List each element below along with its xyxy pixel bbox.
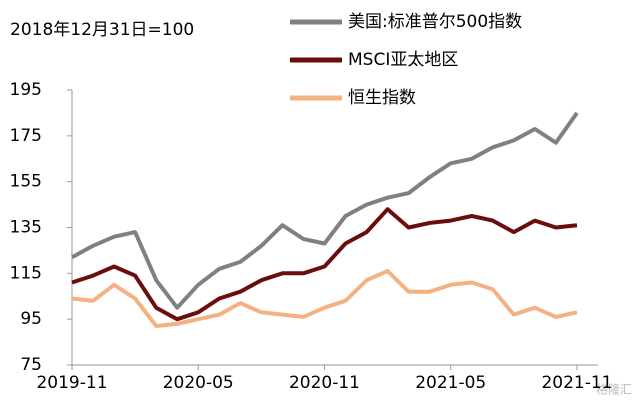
y-tick-label: 115	[10, 263, 42, 283]
x-tick-label: 2021-05	[415, 373, 486, 393]
y-tick-label: 95	[20, 309, 42, 329]
series-line	[71, 269, 578, 328]
x-tick-label: 2021-11	[541, 373, 612, 393]
series-line	[71, 111, 579, 310]
series-line	[71, 207, 578, 322]
legend-label: 恒生指数	[348, 88, 416, 108]
x-tick-label: 2020-05	[163, 373, 234, 393]
y-tick-label: 155	[10, 172, 42, 192]
y-tick-label: 175	[10, 126, 42, 146]
legend-label: MSCI亚太地区	[348, 50, 458, 70]
y-tick-label: 195	[10, 80, 42, 100]
y-tick-label: 75	[20, 355, 42, 375]
legend-label: 美国:标准普尔500指数	[348, 12, 522, 32]
y-tick-label: 135	[10, 218, 42, 238]
watermark: 格隆汇	[596, 382, 632, 397]
x-tick-label: 2020-11	[289, 373, 360, 393]
x-tick-label: 2019-11	[36, 373, 107, 393]
annotation: 2018年12月31日=100	[10, 20, 194, 40]
